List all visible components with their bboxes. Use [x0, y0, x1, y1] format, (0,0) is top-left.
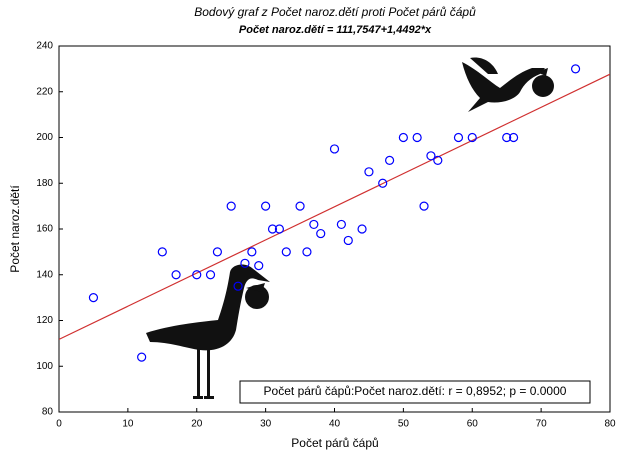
x-tick-label: 20 [191, 419, 203, 430]
chart-title: Bodový graf z Počet naroz.dětí proti Poč… [194, 5, 476, 19]
x-tick-label: 0 [56, 419, 62, 430]
x-tick-label: 40 [329, 419, 341, 430]
x-tick-label: 60 [467, 419, 479, 430]
x-tick-label: 70 [536, 419, 548, 430]
y-tick-label: 180 [36, 178, 53, 189]
y-tick-label: 200 [36, 132, 53, 143]
x-tick-label: 10 [122, 419, 134, 430]
chart-subtitle: Počet naroz.dětí = 111,7547+1,4492*x [239, 24, 432, 36]
y-tick-label: 80 [42, 407, 54, 418]
y-axis-label: Počet naroz.dětí [8, 185, 22, 273]
annotation: Počet párů čápů:Počet naroz.dětí: r = 0,… [264, 384, 567, 398]
x-axis-label: Počet párů čápů [291, 436, 378, 450]
x-tick-label: 80 [604, 419, 616, 430]
y-tick-label: 120 [36, 315, 53, 326]
y-tick-label: 140 [36, 269, 53, 280]
x-tick-label: 30 [260, 419, 272, 430]
y-tick-label: 220 [36, 86, 53, 97]
chart: Bodový graf z Počet naroz.dětí proti Poč… [0, 0, 620, 455]
y-tick-label: 160 [36, 224, 53, 235]
y-tick-label: 100 [36, 361, 53, 372]
x-tick-label: 50 [398, 419, 410, 430]
y-tick-label: 240 [36, 41, 53, 52]
